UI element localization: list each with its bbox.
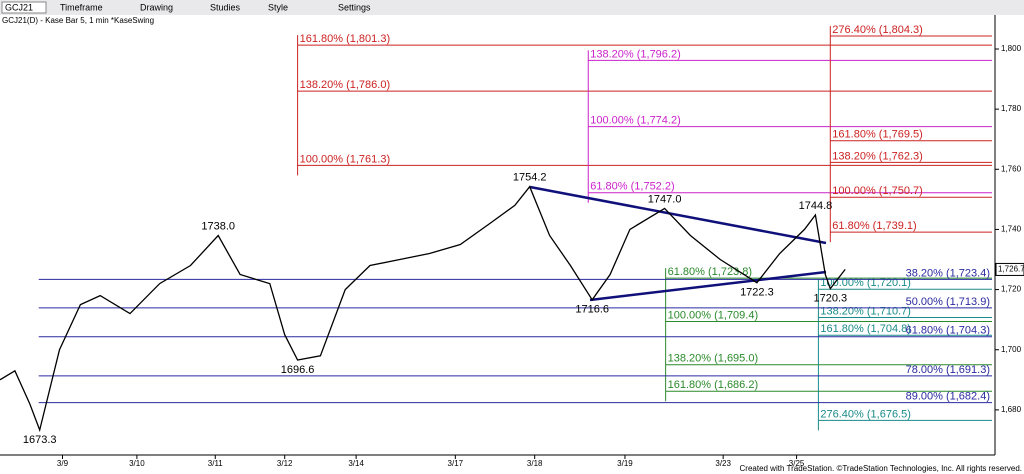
last-price-box	[995, 262, 1024, 276]
fib-label: 50.00% (1,713.9)	[906, 296, 990, 308]
fib-label: 100.00% (1,720.1)	[820, 277, 911, 289]
y-tick-label: 1,760	[1001, 164, 1022, 173]
swing-label: 1747.0	[648, 193, 682, 205]
fib-label: 276.40% (1,804.3)	[832, 24, 923, 36]
swing-label: 1716.6	[575, 304, 609, 316]
fib-label: 89.00% (1,682.4)	[906, 391, 990, 403]
fib-label: 138.20% (1,796.2)	[590, 48, 681, 60]
swing-label: 1744.8	[799, 200, 833, 212]
swing-label: 1673.3	[23, 434, 57, 446]
x-tick-label: 3/12	[277, 459, 293, 468]
symbol[interactable]: GCJ21	[5, 2, 33, 12]
x-tick-label: 3/25	[789, 459, 805, 468]
fib-label: 100.00% (1,774.2)	[590, 114, 681, 126]
fib-label: 61.80% (1,752.2)	[590, 181, 674, 193]
fib-label: 61.80% (1,723.8)	[668, 266, 752, 278]
fib-label: 38.20% (1,723.4)	[906, 267, 990, 279]
x-tick-label: 3/10	[129, 459, 145, 468]
y-tick-label: 1,680	[1001, 405, 1022, 414]
fib-label: 61.80% (1,739.1)	[832, 220, 916, 232]
y-tick-label: 1,720	[1001, 285, 1022, 294]
trend-line	[589, 270, 827, 302]
fib-label: 100.00% (1,750.7)	[832, 185, 923, 197]
fib-label: 161.80% (1,801.3)	[300, 33, 391, 45]
fib-label: 138.20% (1,695.0)	[668, 353, 759, 365]
y-tick-label: 1,740	[1001, 225, 1022, 234]
fib-label: 161.80% (1,769.5)	[832, 129, 923, 141]
toolbar-item[interactable]: Drawing	[140, 2, 173, 12]
footer: Created with TradeStation. ©TradeStation…	[740, 464, 1023, 473]
symbol-box[interactable]	[1, 1, 47, 14]
swing-label: 1738.0	[201, 220, 235, 232]
y-tick-label: 1,780	[1001, 104, 1022, 113]
swing-label: 1754.2	[513, 172, 547, 184]
x-tick-label: 3/17	[448, 459, 464, 468]
fib-label: 100.00% (1,709.4)	[668, 309, 759, 321]
x-tick-label: 3/14	[348, 459, 364, 468]
toolbar-item[interactable]: Studies	[210, 2, 241, 12]
x-tick-label: 3/11	[208, 459, 224, 468]
last-price-label: 1,726.7	[998, 265, 1024, 274]
fib-label: 161.80% (1,686.2)	[668, 379, 759, 391]
toolbar	[0, 0, 1024, 15]
fib-label: 78.00% (1,691.3)	[906, 364, 990, 376]
toolbar-item[interactable]: Style	[268, 2, 288, 12]
x-tick-label: 3/23	[715, 459, 731, 468]
x-tick-label: 3/9	[57, 459, 69, 468]
trend-line	[529, 185, 827, 245]
swing-label: 1696.6	[281, 364, 315, 376]
swing-label: 1720.3	[813, 293, 847, 305]
chart-title: GCJ21(D) - Kase Bar 5, 1 min *KaseSwing	[2, 16, 154, 25]
fib-label: 61.80% (1,704.3)	[906, 325, 990, 337]
fib-label: 161.80% (1,704.8)	[820, 323, 911, 335]
fib-label: 138.20% (1,710.7)	[820, 305, 911, 317]
toolbar-item[interactable]: Settings	[338, 2, 371, 12]
fib-label: 138.20% (1,762.3)	[832, 150, 923, 162]
y-tick-label: 1,800	[1001, 44, 1022, 53]
fib-label: 100.00% (1,761.3)	[300, 153, 391, 165]
toolbar-item[interactable]: Timeframe	[60, 2, 103, 12]
y-tick-label: 1,700	[1001, 345, 1022, 354]
swing-label: 1722.3	[740, 287, 774, 299]
x-tick-label: 3/19	[617, 459, 633, 468]
price-line	[0, 185, 846, 433]
fib-label: 276.40% (1,676.5)	[820, 408, 911, 420]
x-tick-label: 3/18	[527, 459, 543, 468]
fib-label: 138.20% (1,786.0)	[300, 79, 391, 91]
